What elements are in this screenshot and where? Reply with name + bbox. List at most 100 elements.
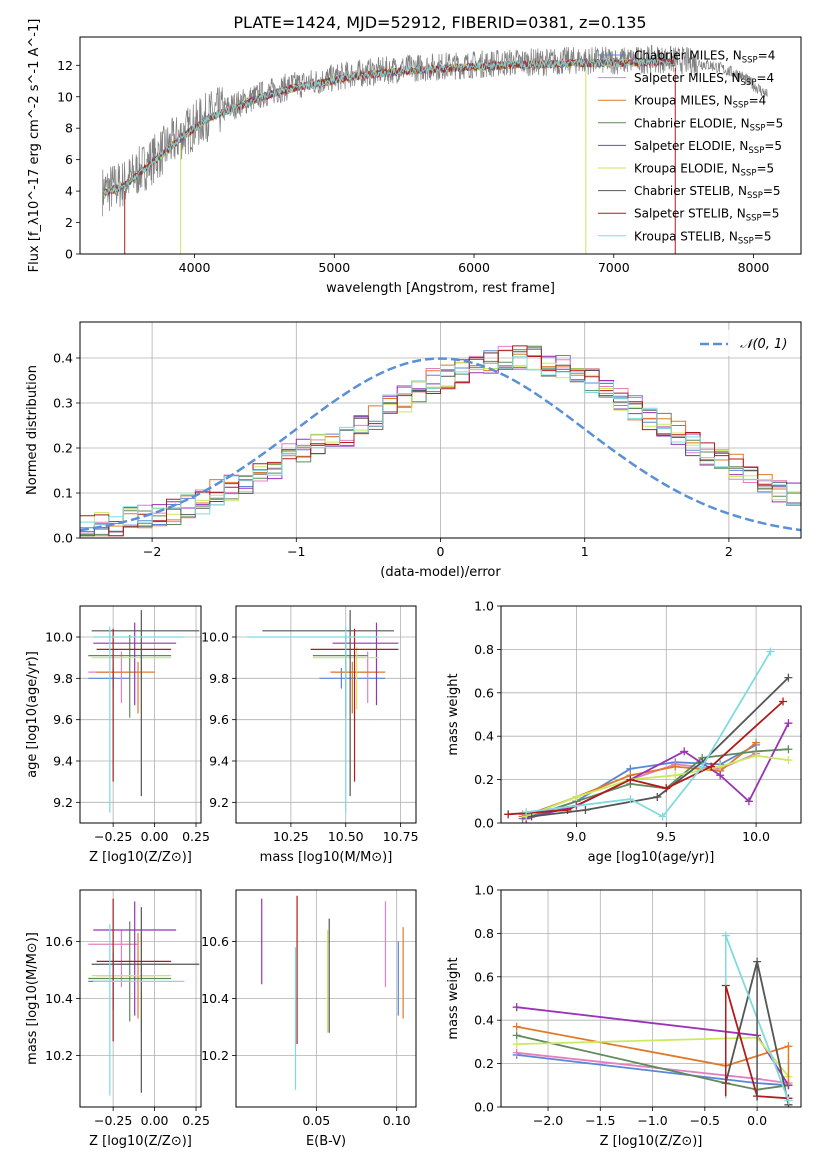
chart-age-mass: 10.25 10.50 10.75 9.2 9.4 9.6 9.8 10.0 mass [log… [201, 605, 419, 865]
legend-label: Salpeter STELIB, NSSP=5 [634, 207, 779, 224]
y-tick-label: 0.4 [53, 351, 73, 366]
x-tick-label: 10.50 [328, 829, 364, 844]
chart-age-Z: −0.25 0.00 0.25 9.2 9.4 9.6 9.8 10.0 Z [log10(Z/… [25, 605, 210, 865]
residual-histogram [80, 356, 801, 526]
mass-weight-marker [716, 762, 725, 771]
errorbar-point [88, 668, 130, 689]
x-tick-label: 10.25 [273, 829, 309, 844]
mass-weight-marker [522, 808, 531, 817]
x-tick-label: 8000 [738, 260, 770, 275]
x-tick-label: 2 [725, 544, 733, 559]
y-tick-label: 9.4 [53, 754, 73, 769]
axes-frame [79, 889, 202, 1108]
y-tick-label: 8 [65, 121, 73, 136]
mass-weight-marker [752, 751, 761, 760]
x-tick-label: 1 [581, 544, 589, 559]
plot-area [88, 610, 200, 813]
mass-weight-marker [653, 792, 662, 801]
mass-weight-marker [779, 697, 788, 706]
mass-weight-marker [784, 673, 793, 682]
plot-area [504, 647, 793, 823]
mass-weight-marker [744, 797, 753, 806]
y-tick-label: 0.8 [474, 642, 494, 657]
model-spectrum-line [103, 57, 676, 196]
x-tick-label: 0.05 [302, 1113, 330, 1128]
legend-label: Kroupa STELIB, NSSP=5 [634, 229, 772, 246]
legend-label: Chabrier STELIB, NSSP=5 [634, 184, 781, 201]
x-tick-label: 0 [437, 544, 445, 559]
axes-frame [235, 889, 417, 1108]
y-tick-label: 0.2 [474, 772, 494, 787]
model-spectrum-line [103, 57, 676, 196]
x-tick-label: 0.0 [747, 1113, 767, 1128]
errorbar-point [96, 898, 172, 1042]
plot-area [88, 898, 200, 1096]
model-spectrum-line [103, 56, 675, 197]
y-tick-label: 9.8 [209, 671, 229, 686]
mass-weight-marker [504, 810, 513, 819]
mass-weight-marker [716, 771, 725, 780]
legend-label: Kroupa MILES, NSSP=4 [634, 94, 766, 111]
y-tick-label: 10.0 [45, 630, 73, 645]
model-spectrum-line [103, 56, 675, 195]
mass-weight-marker [671, 762, 680, 771]
errorbar-point [88, 921, 172, 1022]
axes-frame [500, 605, 802, 824]
errorbar-point [91, 907, 200, 1093]
errorbar-point [88, 634, 172, 718]
normal-distribution-curve [80, 357, 801, 532]
x-tick-label: −2.0 [533, 1113, 563, 1128]
mass-weight-marker [784, 719, 793, 728]
errorbar-point [310, 628, 399, 782]
errorbar-point [246, 626, 379, 813]
mass-weight-marker [752, 738, 761, 747]
plot-area [80, 345, 801, 537]
mass-weight-marker [512, 1031, 521, 1040]
mass-weight-marker [784, 1096, 793, 1105]
y-tick-label: 0.4 [474, 1013, 494, 1028]
mass-weight-marker [626, 795, 635, 804]
mass-weight-marker [512, 1040, 521, 1049]
axes-frame [79, 605, 202, 824]
x-tick-label: −0.5 [690, 1113, 720, 1128]
model-spectrum-line [103, 57, 676, 197]
chart-spectrum: 4000 5000 6000 7000 8000 0 2 4 6 8 10 12 wavelength … [27, 19, 802, 296]
y-tick-label: 10.4 [201, 991, 229, 1006]
residual-histogram [80, 345, 801, 537]
x-tick-label: 9.5 [656, 829, 676, 844]
x-axis-label: E(B-V) [306, 1134, 346, 1149]
x-tick-label: 0.10 [383, 1113, 411, 1128]
legend-label: Chabrier MILES, NSSP=4 [634, 49, 775, 66]
x-axis-label: (data-model)/error [380, 565, 501, 580]
y-tick-label: 2 [65, 215, 73, 230]
mass-weight-marker [572, 792, 581, 801]
y-tick-label: 10.2 [45, 1048, 73, 1063]
y-tick-label: 9.6 [53, 712, 73, 727]
y-tick-label: 10.6 [201, 934, 229, 949]
y-tick-label: 1.0 [474, 883, 494, 898]
y-tick-label: 9.8 [53, 671, 73, 686]
x-tick-label: 6000 [458, 260, 490, 275]
errorbar-point [332, 622, 399, 706]
y-axis-label: mass [log10(M/M⊙)] [25, 932, 40, 1065]
x-tick-label: 0.25 [182, 1113, 210, 1128]
mass-weight-marker [512, 1048, 521, 1057]
errorbar-point [93, 901, 177, 1016]
mass-weight-marker [626, 775, 635, 784]
y-tick-label: 0.1 [53, 486, 73, 501]
y-tick-label: 0.0 [53, 531, 73, 546]
y-axis-label: Normed distribution [25, 365, 40, 495]
model-spectrum-line [103, 57, 676, 195]
chart-weights-age: 9.0 9.5 10.0 0.0 0.2 0.4 0.6 0.8 1.0 age [log10(a… [446, 599, 802, 865]
mass-weight-marker [707, 762, 716, 771]
y-tick-label: 9.2 [209, 795, 229, 810]
mass-weight-marker [512, 1022, 521, 1031]
mass-weight-marker [512, 1003, 521, 1012]
x-axis-label: wavelength [Angstrom, rest frame] [326, 281, 555, 296]
mass-weight-marker [527, 812, 536, 821]
mass-weight-marker [784, 745, 793, 754]
mass-weight-marker [581, 805, 590, 814]
y-tick-label: 10.2 [201, 1048, 229, 1063]
x-axis-label: mass [log10(M/M⊙)] [260, 850, 393, 865]
errorbar-point [93, 622, 177, 706]
